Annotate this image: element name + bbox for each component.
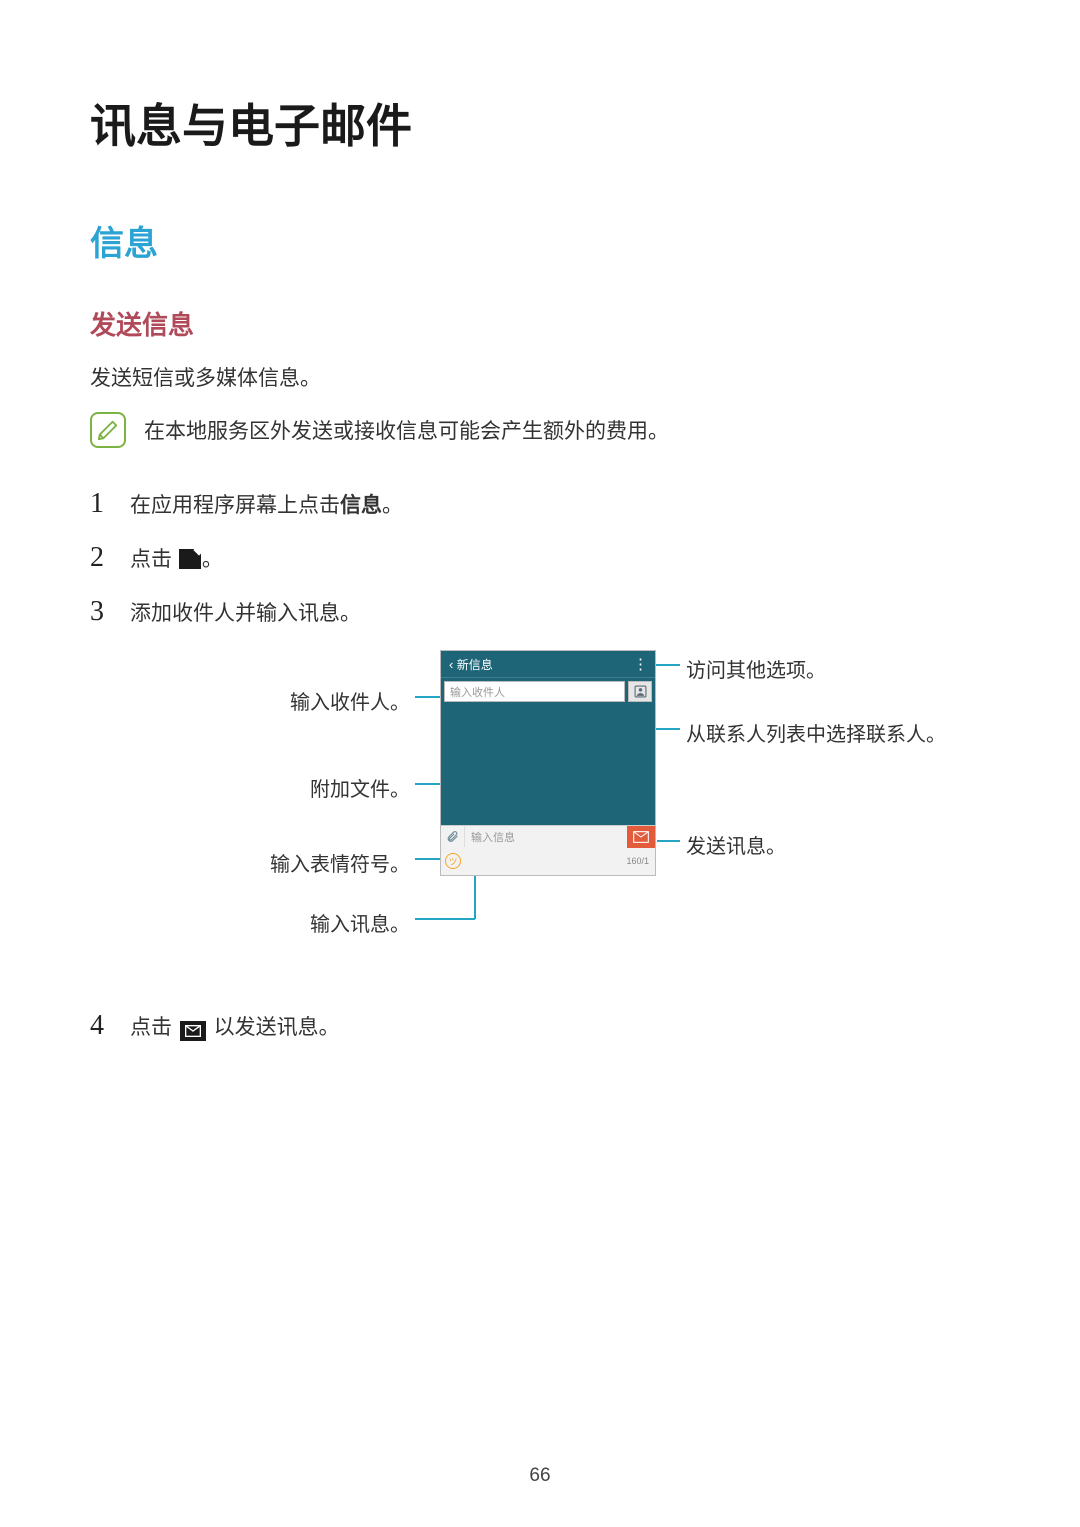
- envelope-icon: [633, 831, 649, 843]
- step-number: 4: [90, 1010, 112, 1042]
- note-icon: [90, 412, 126, 448]
- step-4: 4 点击 以发送讯息。: [90, 1010, 990, 1042]
- phone-mock: ‹ 新信息 ⋮ 输入收件人 输入信息: [440, 650, 656, 876]
- callout-more: 访问其他选项。: [686, 654, 826, 683]
- callout-emoji: 输入表情符号。: [220, 848, 410, 877]
- page-number: 66: [0, 1465, 1080, 1487]
- screenshot-diagram: 输入收件人。 附加文件。 输入表情符号。 输入讯息。 访问其他选项。 从联系人列…: [220, 650, 920, 980]
- note-callout: 在本地服务区外发送或接收信息可能会产生额外的费用。: [90, 412, 990, 448]
- callout-send: 发送讯息。: [686, 830, 786, 859]
- step-text: 添加收件人并输入讯息。: [130, 597, 361, 627]
- step-1: 1 在应用程序屏幕上点击信息。: [90, 488, 990, 520]
- message-input[interactable]: 输入信息: [465, 829, 627, 845]
- step-number: 2: [90, 542, 112, 574]
- callout-contacts: 从联系人列表中选择联系人。: [686, 718, 946, 747]
- back-button[interactable]: ‹ 新信息: [449, 656, 493, 673]
- chevron-left-icon: ‹: [449, 657, 453, 672]
- note-text: 在本地服务区外发送或接收信息可能会产生额外的费用。: [144, 415, 669, 445]
- send-icon: [180, 1021, 206, 1041]
- step-number: 1: [90, 488, 112, 520]
- callout-recipient: 输入收件人。: [220, 686, 410, 715]
- step-2: 2 点击 。: [90, 542, 990, 574]
- recipient-input[interactable]: 输入收件人: [444, 681, 625, 702]
- emoji-button[interactable]: ツ: [441, 847, 465, 875]
- step-bold: 信息: [340, 494, 382, 517]
- section-heading: 信息: [90, 216, 990, 265]
- smiley-icon: ツ: [445, 853, 461, 869]
- step-text: 点击: [130, 1016, 178, 1039]
- step-text: 点击: [130, 548, 178, 571]
- send-button[interactable]: [627, 826, 655, 848]
- callout-message: 输入讯息。: [220, 908, 410, 937]
- subsection-heading: 发送信息: [90, 305, 990, 342]
- page-title: 讯息与电子邮件: [90, 90, 990, 156]
- more-menu-button[interactable]: ⋮: [633, 655, 647, 673]
- callout-attach: 附加文件。: [220, 773, 410, 802]
- contacts-button[interactable]: [628, 681, 652, 702]
- screen-title: 新信息: [457, 658, 493, 672]
- attach-button[interactable]: [441, 826, 465, 847]
- intro-text: 发送短信或多媒体信息。: [90, 362, 990, 392]
- char-counter: 160/1: [626, 856, 655, 866]
- step-3: 3 添加收件人并输入讯息。: [90, 596, 990, 628]
- step-number: 3: [90, 596, 112, 628]
- paperclip-icon: [446, 830, 459, 843]
- person-icon: [634, 685, 647, 698]
- compose-icon: [179, 549, 201, 569]
- step-text: 在应用程序屏幕上点击: [130, 494, 340, 517]
